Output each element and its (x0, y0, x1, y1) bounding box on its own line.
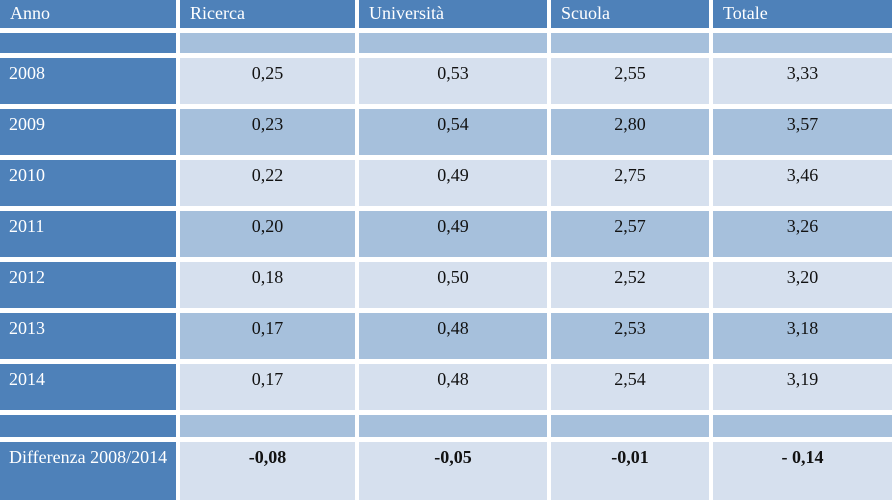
value-cell: 0,20 (180, 211, 355, 257)
value-cell: -0,05 (359, 442, 547, 500)
value-cell: 3,26 (713, 211, 892, 257)
value-cell: 0,23 (180, 109, 355, 155)
value-cell: - 0,14 (713, 442, 892, 500)
row-label: 2009 (0, 109, 176, 155)
value-cell: 2,80 (551, 109, 709, 155)
value-cell: 0,48 (359, 313, 547, 359)
value-cell: 2,75 (551, 160, 709, 206)
value-cell: 0,50 (359, 262, 547, 308)
row-label: Differenza 2008/2014 (0, 442, 176, 500)
row-label: 2011 (0, 211, 176, 257)
row-label: 2013 (0, 313, 176, 359)
value-cell: 0,49 (359, 160, 547, 206)
spacer-cell (180, 33, 355, 53)
value-cell: 2,53 (551, 313, 709, 359)
value-cell: 2,52 (551, 262, 709, 308)
value-cell: 0,17 (180, 313, 355, 359)
value-cell: 3,57 (713, 109, 892, 155)
spacer-cell (713, 33, 892, 53)
spacer-cell (359, 33, 547, 53)
value-cell: 0,22 (180, 160, 355, 206)
column-header: Anno (0, 0, 176, 28)
value-cell: 2,55 (551, 58, 709, 104)
value-cell: 2,54 (551, 364, 709, 410)
row-label: 2008 (0, 58, 176, 104)
row-label: 2014 (0, 364, 176, 410)
value-cell: 0,49 (359, 211, 547, 257)
column-header: Totale (713, 0, 892, 28)
spacer-cell (359, 415, 547, 437)
column-header: Università (359, 0, 547, 28)
column-header: Scuola (551, 0, 709, 28)
value-cell: 3,19 (713, 364, 892, 410)
spacer-cell (180, 415, 355, 437)
row-label: 2012 (0, 262, 176, 308)
spacer-cell (551, 33, 709, 53)
value-cell: 3,46 (713, 160, 892, 206)
value-cell: 3,18 (713, 313, 892, 359)
value-cell: -0,01 (551, 442, 709, 500)
value-cell: 0,17 (180, 364, 355, 410)
spacer-cell (0, 415, 176, 437)
value-cell: -0,08 (180, 442, 355, 500)
value-cell: 0,48 (359, 364, 547, 410)
value-cell: 0,53 (359, 58, 547, 104)
value-cell: 0,25 (180, 58, 355, 104)
value-cell: 3,20 (713, 262, 892, 308)
value-cell: 2,57 (551, 211, 709, 257)
value-cell: 0,18 (180, 262, 355, 308)
column-header: Ricerca (180, 0, 355, 28)
spacer-cell (551, 415, 709, 437)
value-cell: 0,54 (359, 109, 547, 155)
value-cell: 3,33 (713, 58, 892, 104)
spacer-cell (713, 415, 892, 437)
spacer-cell (0, 33, 176, 53)
row-label: 2010 (0, 160, 176, 206)
